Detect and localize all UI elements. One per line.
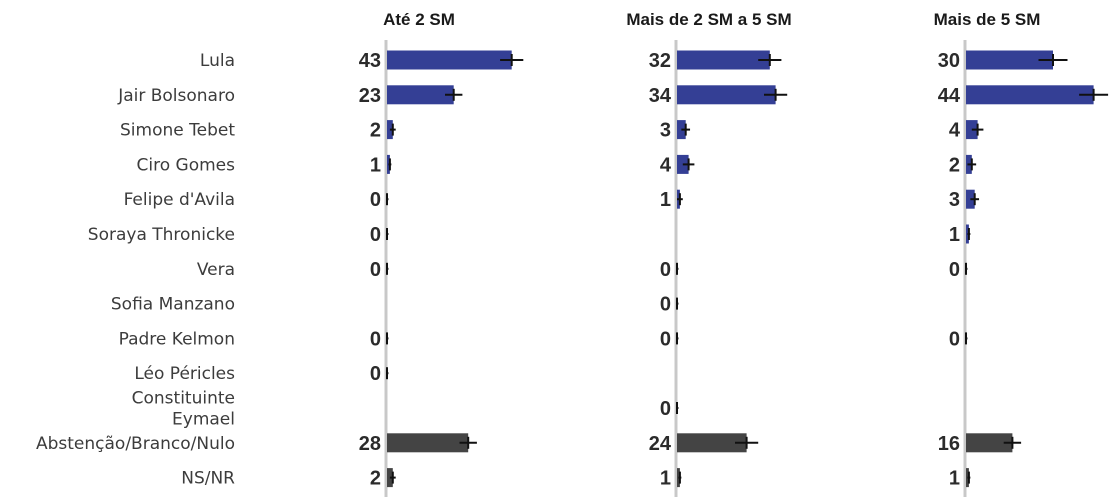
category-label: Ciro Gomes bbox=[137, 155, 236, 175]
value-label: 4 bbox=[949, 120, 961, 142]
bar bbox=[677, 433, 747, 453]
category-label: NS/NR bbox=[181, 469, 235, 489]
category-label: Soraya Thronicke bbox=[88, 225, 235, 245]
category-label: Constituinte bbox=[132, 389, 235, 409]
panel-title-2: Mais de 2 SM a 5 SM bbox=[626, 10, 791, 29]
value-label: 0 bbox=[660, 294, 671, 316]
category-label: Felipe d'Avila bbox=[124, 190, 235, 210]
category-label: Lula bbox=[200, 51, 235, 71]
bar bbox=[966, 433, 1013, 453]
bar bbox=[387, 433, 469, 453]
category-label: Sofia Manzano bbox=[111, 295, 235, 315]
value-label: 0 bbox=[370, 328, 381, 350]
value-label: 0 bbox=[370, 363, 381, 385]
value-label: 1 bbox=[949, 468, 960, 490]
category-label: Léo Péricles bbox=[134, 364, 235, 384]
panel-title-1: Até 2 SM bbox=[383, 10, 455, 29]
category-label: Abstenção/Branco/Nulo bbox=[36, 434, 235, 454]
value-label: 1 bbox=[949, 224, 960, 246]
value-label: 2 bbox=[370, 468, 381, 490]
bar bbox=[387, 50, 512, 70]
value-label: 30 bbox=[938, 50, 960, 72]
value-label: 43 bbox=[359, 50, 381, 72]
value-label: 2 bbox=[370, 120, 381, 142]
value-label: 0 bbox=[370, 224, 381, 246]
value-label: 0 bbox=[370, 189, 381, 211]
value-label: 44 bbox=[938, 85, 961, 107]
value-label: 2 bbox=[949, 154, 960, 176]
category-label: Vera bbox=[197, 260, 235, 280]
bar bbox=[677, 50, 770, 70]
category-label: Eymael bbox=[172, 410, 235, 430]
category-label: Simone Tebet bbox=[120, 121, 235, 141]
value-label: 4 bbox=[660, 154, 672, 176]
value-label: 0 bbox=[949, 328, 960, 350]
value-label: 0 bbox=[370, 259, 381, 281]
value-label: 28 bbox=[359, 433, 381, 455]
panel-title-3: Mais de 5 SM bbox=[934, 10, 1041, 29]
category-label: Jair Bolsonaro bbox=[117, 86, 235, 106]
bar bbox=[677, 85, 776, 105]
value-label: 0 bbox=[660, 259, 671, 281]
value-label: 1 bbox=[370, 154, 381, 176]
value-label: 24 bbox=[649, 433, 672, 455]
value-label: 3 bbox=[949, 189, 960, 211]
value-label: 0 bbox=[949, 259, 960, 281]
value-label: 0 bbox=[660, 328, 671, 350]
bar bbox=[966, 85, 1094, 105]
value-label: 1 bbox=[660, 468, 671, 490]
bar bbox=[966, 50, 1053, 70]
value-label: 3 bbox=[660, 120, 671, 142]
bar bbox=[387, 85, 454, 105]
category-label: Padre Kelmon bbox=[119, 329, 235, 349]
value-label: 23 bbox=[359, 85, 381, 107]
value-label: 32 bbox=[649, 50, 671, 72]
value-label: 34 bbox=[649, 85, 672, 107]
value-label: 1 bbox=[660, 189, 671, 211]
value-label: 0 bbox=[660, 398, 671, 420]
value-label: 16 bbox=[938, 433, 960, 455]
